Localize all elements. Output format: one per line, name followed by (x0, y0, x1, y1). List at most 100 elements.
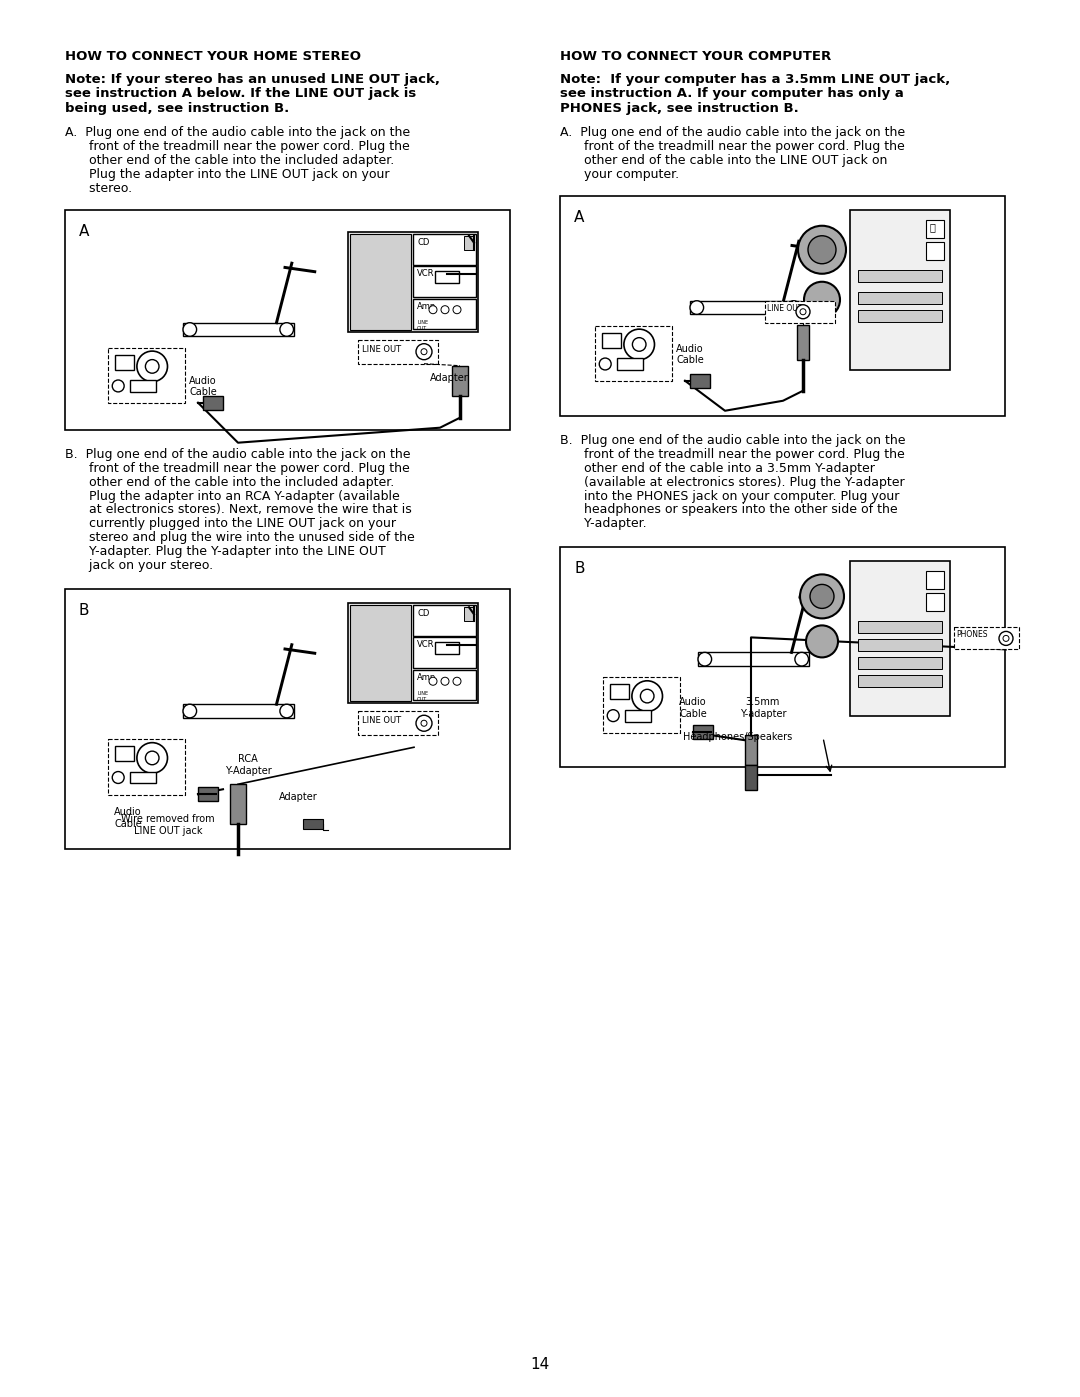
Bar (114, 355, 134, 370)
Text: A.  Plug one end of the audio cable into the jack on the: A. Plug one end of the audio cable into … (65, 126, 410, 138)
Bar (413, 233, 476, 264)
Circle shape (453, 306, 461, 314)
Text: LINE OUT jack: LINE OUT jack (134, 826, 202, 837)
Bar (303, 819, 323, 830)
Circle shape (421, 721, 427, 726)
Bar (858, 292, 942, 303)
Circle shape (796, 305, 810, 319)
Text: other end of the cable into a 3.5mm Y-adapter: other end of the cable into a 3.5mm Y-ad… (561, 461, 875, 475)
Circle shape (599, 358, 611, 370)
Text: front of the treadmill near the power cord. Plug the: front of the treadmill near the power co… (561, 140, 905, 152)
Text: LINE
OUT: LINE OUT (417, 692, 428, 703)
Text: headphones or speakers into the other side of the: headphones or speakers into the other si… (561, 503, 897, 517)
Text: 14: 14 (530, 1356, 550, 1372)
Circle shape (183, 704, 197, 718)
Circle shape (810, 584, 834, 609)
Text: Y-Adapter: Y-Adapter (225, 766, 271, 777)
Circle shape (112, 380, 124, 393)
Bar (602, 332, 621, 348)
Circle shape (429, 678, 437, 686)
Bar (610, 685, 629, 700)
Circle shape (690, 300, 703, 314)
Text: Amp: Amp (417, 673, 436, 682)
Bar (858, 640, 942, 651)
Text: RCA: RCA (238, 754, 258, 764)
Text: B: B (79, 604, 90, 619)
Bar (745, 766, 757, 791)
Text: being used, see instruction B.: being used, see instruction B. (65, 102, 289, 115)
Text: B.  Plug one end of the audio cable into the jack on the: B. Plug one end of the audio cable into … (561, 433, 905, 447)
Bar (413, 299, 476, 328)
Circle shape (183, 323, 197, 337)
Text: LINE OUT: LINE OUT (767, 303, 802, 313)
Bar (926, 242, 944, 260)
Bar (797, 324, 809, 360)
Bar (561, 548, 1005, 767)
Circle shape (441, 306, 449, 314)
Bar (413, 605, 476, 636)
Bar (926, 219, 944, 237)
Circle shape (421, 349, 427, 355)
Text: Headphones/Speakers: Headphones/Speakers (683, 732, 793, 742)
Text: LINE OUT: LINE OUT (362, 345, 401, 353)
Text: Audio
Cable: Audio Cable (679, 697, 707, 719)
Bar (693, 725, 713, 739)
Text: PHONES: PHONES (956, 630, 987, 640)
Bar (858, 675, 942, 687)
Bar (130, 771, 156, 784)
Circle shape (999, 631, 1013, 645)
Text: currently plugged into the LINE OUT jack on your: currently plugged into the LINE OUT jack… (65, 517, 396, 531)
Bar (413, 265, 476, 296)
Circle shape (804, 282, 840, 317)
Text: front of the treadmill near the power cord. Plug the: front of the treadmill near the power co… (65, 461, 409, 475)
Text: A: A (573, 210, 584, 225)
Text: B: B (573, 562, 584, 577)
Circle shape (280, 704, 294, 718)
Bar (745, 735, 757, 766)
Circle shape (146, 752, 159, 764)
Text: A.  Plug one end of the audio cable into the jack on the: A. Plug one end of the audio cable into … (561, 126, 905, 138)
Circle shape (146, 359, 159, 373)
Bar (413, 637, 476, 668)
Text: other end of the cable into the LINE OUT jack on: other end of the cable into the LINE OUT… (561, 154, 888, 166)
Text: your computer.: your computer. (561, 168, 679, 180)
Text: 3.5mm
Y-adapter: 3.5mm Y-adapter (740, 697, 786, 719)
Text: Plug the adapter into the LINE OUT jack on your: Plug the adapter into the LINE OUT jack … (65, 168, 390, 180)
Circle shape (453, 678, 461, 686)
Text: HOW TO CONNECT YOUR HOME STEREO: HOW TO CONNECT YOUR HOME STEREO (65, 50, 361, 63)
Bar (453, 366, 468, 395)
Bar (108, 739, 185, 795)
Bar (603, 678, 679, 732)
Text: Y-adapter.: Y-adapter. (561, 517, 647, 531)
Text: other end of the cable into the included adapter.: other end of the cable into the included… (65, 154, 394, 166)
Bar (617, 358, 643, 370)
Bar (954, 627, 1020, 650)
Circle shape (640, 689, 654, 703)
Text: Audio: Audio (114, 807, 141, 817)
Circle shape (607, 710, 619, 722)
Circle shape (632, 680, 662, 711)
Bar (65, 210, 510, 430)
Circle shape (795, 652, 809, 666)
Bar (765, 300, 835, 323)
Bar (690, 374, 710, 388)
Circle shape (806, 626, 838, 658)
Text: CD: CD (417, 609, 430, 619)
Bar (926, 594, 944, 612)
Bar (108, 348, 185, 402)
Bar (435, 271, 459, 282)
Circle shape (808, 236, 836, 264)
Text: Audio
Cable: Audio Cable (189, 376, 217, 397)
Text: VCR: VCR (417, 640, 434, 650)
Text: PHONES jack, see instruction B.: PHONES jack, see instruction B. (561, 102, 799, 115)
Circle shape (787, 300, 800, 314)
Bar (858, 310, 942, 321)
Text: Adapter: Adapter (430, 373, 469, 383)
Circle shape (429, 306, 437, 314)
Circle shape (137, 743, 167, 774)
Text: HOW TO CONNECT YOUR COMPUTER: HOW TO CONNECT YOUR COMPUTER (561, 50, 832, 63)
Bar (850, 210, 950, 370)
Text: Cable: Cable (114, 819, 141, 830)
Circle shape (633, 338, 646, 351)
Text: (available at electronics stores). Plug the Y-adapter: (available at electronics stores). Plug … (561, 475, 905, 489)
